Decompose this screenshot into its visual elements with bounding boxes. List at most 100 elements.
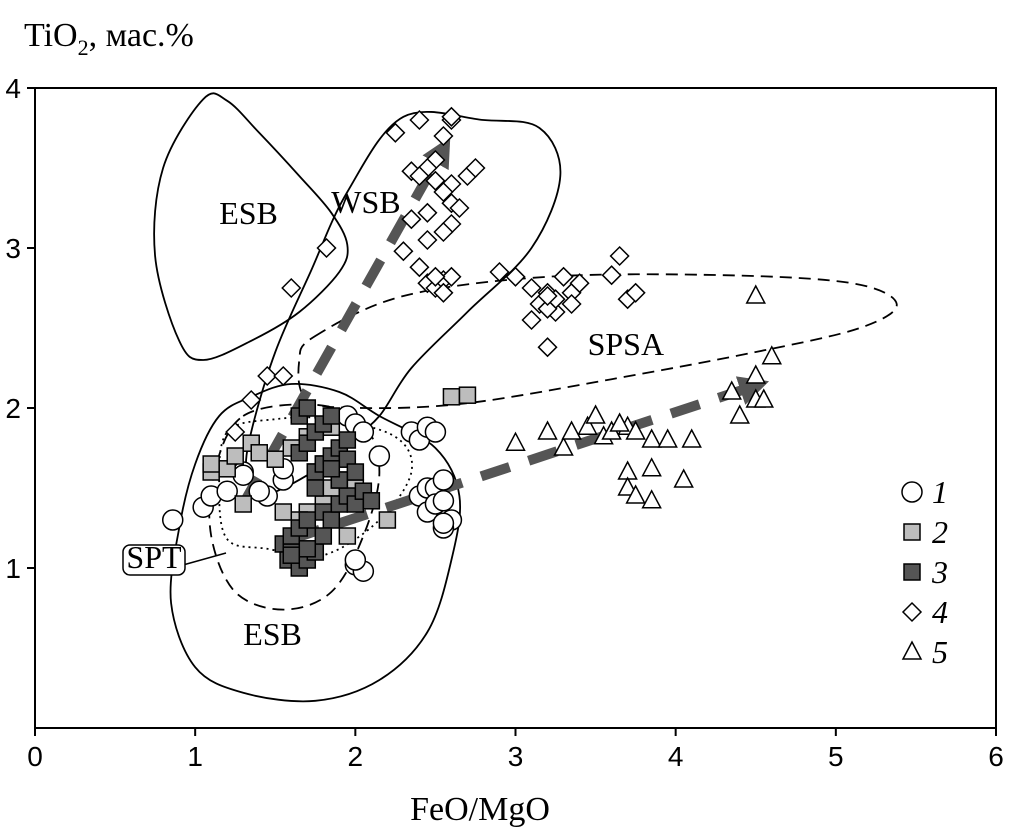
legend-label-3: 3: [931, 554, 948, 590]
trend-arrows-layer: [238, 136, 770, 544]
point-series-4: [441, 266, 462, 287]
point-series-2: [338, 527, 357, 545]
point-series-1: [216, 480, 238, 502]
legend-marker-4: [901, 601, 923, 623]
point-series-3: [314, 527, 333, 545]
point-series-2: [458, 386, 477, 404]
x-tick-label: 1: [187, 741, 203, 772]
point-series-4: [449, 197, 470, 219]
point-series-4: [553, 266, 574, 287]
y-tick-label: 2: [5, 393, 21, 424]
point-series-3: [298, 540, 317, 558]
point-series-1: [232, 464, 254, 486]
y-axis-title-main: TiO: [24, 17, 78, 54]
point-series-4: [241, 389, 262, 411]
x-tick-label: 0: [27, 741, 43, 772]
point-series-3: [338, 431, 357, 449]
y-axis-title: TiO2, мас.%: [24, 17, 194, 60]
point-series-4: [537, 285, 558, 307]
series-1: [161, 405, 463, 582]
x-tick-label: 5: [828, 741, 844, 772]
point-series-4: [425, 170, 446, 191]
point-series-5: [585, 404, 606, 424]
legend-marker-1: [901, 481, 923, 503]
series-5: [505, 284, 783, 509]
point-series-5: [625, 484, 646, 504]
point-series-4: [625, 282, 646, 303]
point-series-2: [202, 455, 220, 473]
point-series-3: [322, 511, 341, 529]
legend-marker-3: [903, 563, 921, 581]
point-series-5: [625, 420, 646, 440]
point-series-1: [424, 421, 447, 443]
point-series-3: [298, 399, 317, 417]
legend: 1 2 3 4 5: [901, 474, 948, 670]
point-series-4: [505, 266, 526, 287]
region-label-esb-lower: ESB: [243, 616, 302, 652]
point-series-4: [561, 293, 582, 315]
point-series-1: [161, 509, 184, 531]
points-layer: [161, 106, 783, 582]
y-axis-title-subscript: 2: [78, 35, 89, 60]
point-series-3: [346, 463, 365, 481]
point-series-4: [273, 365, 294, 387]
y-tick-label: 1: [5, 553, 21, 584]
point-series-4: [316, 237, 337, 259]
x-tick-label: 2: [348, 741, 364, 772]
point-series-4: [385, 122, 406, 143]
point-series-4: [569, 273, 590, 294]
point-series-4: [441, 106, 462, 127]
point-series-4: [225, 421, 246, 443]
legend-item-5: 5: [901, 634, 948, 670]
y-tick-label: 3: [5, 233, 21, 264]
series-3: [274, 399, 381, 577]
legend-item-3: 3: [903, 554, 948, 590]
regions-layer: [153, 92, 898, 703]
axes-layer: 0 1 2 3 4 5 6 1 2 3 4: [5, 73, 1003, 772]
point-series-5: [537, 420, 558, 440]
y-tick-label: 4: [5, 73, 21, 104]
legend-item-2: 2: [903, 514, 948, 550]
region-outline-esb-lower: [169, 382, 462, 703]
point-series-4: [609, 245, 630, 267]
series-4: [225, 106, 646, 443]
point-series-5: [641, 457, 662, 477]
trend-arrow-2: [289, 376, 770, 544]
point-series-4: [537, 298, 558, 319]
point-series-4: [433, 221, 454, 243]
point-series-2: [250, 444, 268, 462]
point-series-5: [721, 380, 742, 400]
region-label-spsa: SPSA: [588, 326, 665, 362]
point-series-3: [322, 407, 341, 425]
point-series-3: [306, 479, 325, 497]
point-series-1: [344, 549, 367, 571]
point-series-4: [521, 309, 542, 331]
point-series-2: [274, 503, 293, 521]
point-series-3: [362, 492, 381, 510]
point-series-5: [753, 388, 775, 408]
point-series-3: [322, 460, 341, 478]
point-series-2: [442, 388, 461, 406]
region-labels-layer: ESB WSB ESB SPSA: [219, 184, 664, 652]
point-series-1: [432, 469, 455, 491]
y-axis-title-unit: , мас.%: [89, 17, 194, 54]
spt-callout-box: [122, 544, 186, 576]
point-series-4: [401, 209, 422, 230]
point-series-1: [432, 512, 455, 534]
point-series-5: [745, 284, 766, 304]
point-series-4: [521, 277, 542, 299]
point-series-2: [234, 495, 252, 513]
point-series-5: [561, 420, 582, 440]
x-tick-label: 6: [988, 741, 1004, 772]
point-series-2: [378, 511, 397, 529]
point-series-4: [417, 229, 438, 251]
legend-label-4: 4: [932, 594, 948, 630]
point-series-5: [761, 345, 783, 365]
point-series-4: [425, 266, 446, 287]
legend-label-1: 1: [932, 474, 948, 510]
point-series-4: [417, 202, 438, 223]
point-series-5: [617, 476, 638, 496]
point-series-2: [226, 447, 244, 465]
x-tick-label: 3: [508, 741, 524, 772]
point-series-4: [489, 261, 510, 283]
